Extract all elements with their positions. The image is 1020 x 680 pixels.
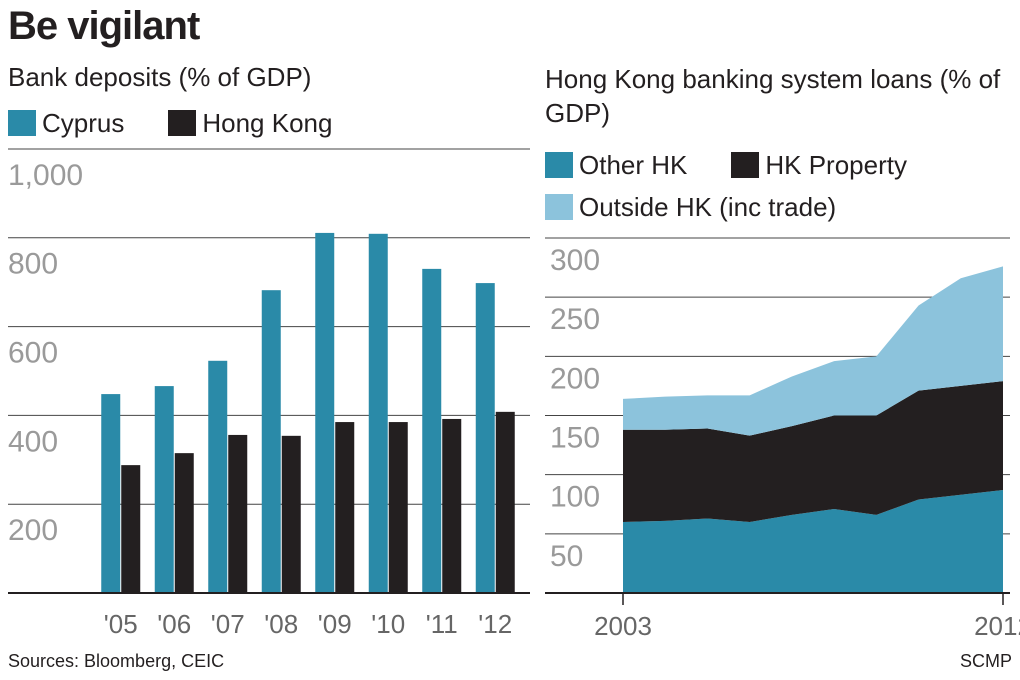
x-tick-label: 2012 xyxy=(974,611,1020,641)
y-tick-label: 100 xyxy=(550,481,600,514)
y-tick-label: 250 xyxy=(550,303,600,336)
x-tick-label: '10 xyxy=(371,609,405,639)
bar xyxy=(121,465,141,593)
bar xyxy=(101,394,121,593)
legend-label: Outside HK (inc trade) xyxy=(579,191,837,222)
legend: Other HK HK Property Outside HK (inc trade… xyxy=(545,144,1015,228)
legend-label: Cyprus xyxy=(42,107,125,138)
legend-entry: Hong Kong xyxy=(168,102,332,144)
y-tick-label: 600 xyxy=(8,337,58,370)
area xyxy=(623,266,1003,436)
y-tick-label: 200 xyxy=(550,362,600,395)
bar xyxy=(174,453,194,593)
legend-entry: Cyprus xyxy=(8,102,124,144)
x-tick-label: '07 xyxy=(211,609,245,639)
legend-swatch xyxy=(8,110,36,136)
x-tick-label: '11 xyxy=(426,609,458,639)
x-tick-label: '06 xyxy=(157,609,191,639)
legend-swatch xyxy=(545,152,573,178)
legend-label: HK Property xyxy=(765,149,907,180)
bar xyxy=(154,386,174,593)
area xyxy=(623,490,1003,593)
bar xyxy=(335,422,355,593)
y-tick-label: 1,000 xyxy=(8,159,83,192)
legend-swatch xyxy=(168,110,197,136)
y-tick-label: 200 xyxy=(8,514,58,547)
bar xyxy=(315,232,335,593)
bar xyxy=(368,233,388,593)
chart-title: Hong Kong banking system loans (% of GDP… xyxy=(545,64,1001,128)
y-tick-label: 400 xyxy=(8,425,58,458)
x-tick-label: '08 xyxy=(264,609,298,639)
x-tick-label: '05 xyxy=(104,609,138,639)
bar xyxy=(281,435,301,593)
legend-entry: Outside HK (inc trade) xyxy=(545,186,836,228)
bar xyxy=(422,268,442,593)
y-tick-label: 800 xyxy=(8,248,58,281)
bar xyxy=(261,290,281,593)
credit: SCMP xyxy=(960,651,1012,671)
y-tick-label: 300 xyxy=(550,244,600,277)
legend-swatch xyxy=(545,194,573,220)
bar xyxy=(475,283,495,593)
legend-label: Other HK xyxy=(579,149,688,180)
y-tick-label: 150 xyxy=(550,421,600,454)
source: Sources: Bloomberg, CEIC xyxy=(8,651,224,671)
legend-entry: Other HK xyxy=(545,144,687,186)
page-title: Be vigilant xyxy=(8,4,200,48)
legend-entry: HK Property xyxy=(731,144,907,186)
area xyxy=(623,381,1003,522)
x-tick-label: '12 xyxy=(478,609,512,639)
x-tick-label: '09 xyxy=(318,609,352,639)
chart-title: Bank deposits (% of GDP) xyxy=(8,62,312,92)
legend-label: Hong Kong xyxy=(202,107,333,138)
x-tick-label: 2003 xyxy=(594,611,652,641)
bar xyxy=(495,411,515,593)
y-tick-label: 50 xyxy=(550,540,583,573)
legend: Cyprus Hong Kong xyxy=(8,102,528,144)
legend-swatch xyxy=(731,152,760,178)
bar xyxy=(228,434,248,593)
bar xyxy=(442,418,462,593)
bar xyxy=(208,360,228,593)
bar xyxy=(388,422,408,593)
